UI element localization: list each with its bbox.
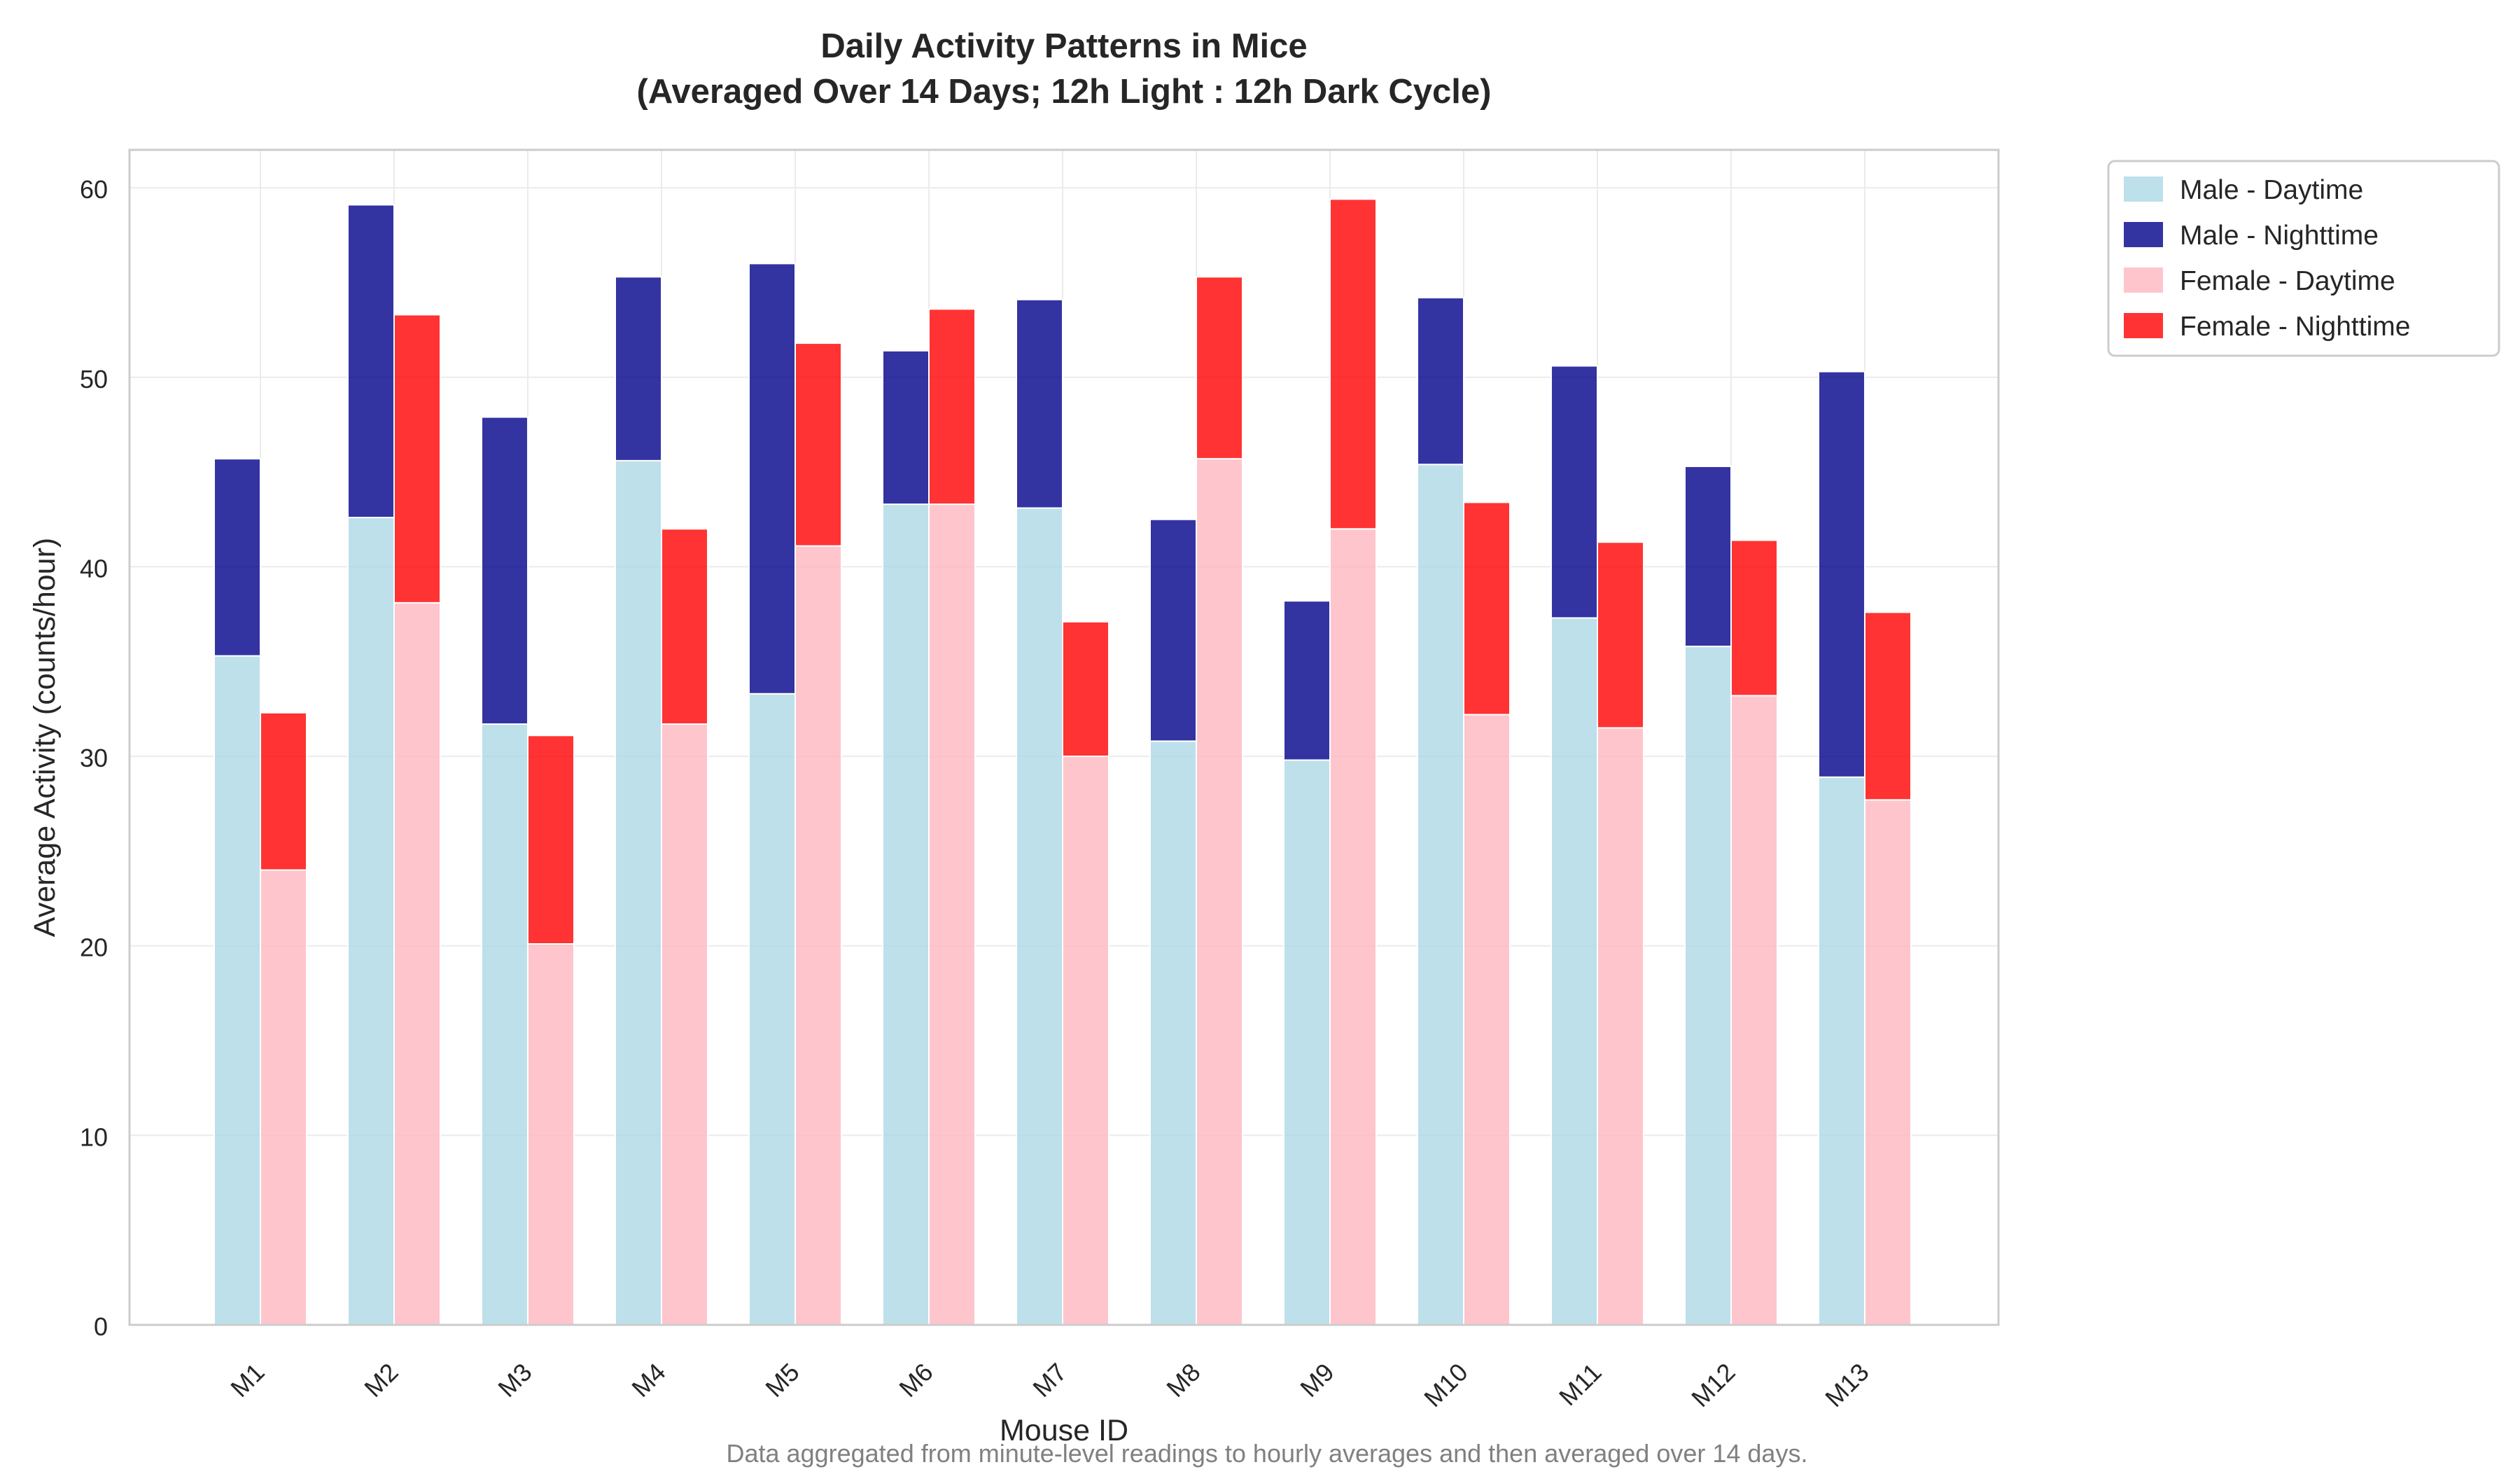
bar-male-nighttime-m9 bbox=[1283, 600, 1331, 761]
bar-male-nighttime-m12 bbox=[1684, 465, 1732, 648]
bar-male-daytime-m4 bbox=[615, 459, 662, 1326]
bar-female-daytime-m12 bbox=[1730, 695, 1778, 1326]
bar-female-nighttime-m6 bbox=[928, 308, 976, 506]
y-tick-label: 0 bbox=[94, 1312, 108, 1341]
y-tick-label: 20 bbox=[80, 933, 108, 962]
bar-male-nighttime-m11 bbox=[1550, 365, 1598, 619]
bar-female-nighttime-m4 bbox=[661, 528, 708, 725]
bar-female-nighttime-m5 bbox=[794, 342, 842, 547]
x-tick-label: M5 bbox=[760, 1358, 804, 1403]
x-tick-label: M11 bbox=[1553, 1358, 1607, 1412]
bar-male-daytime-m5 bbox=[748, 693, 796, 1326]
bar-female-daytime-m7 bbox=[1062, 756, 1110, 1326]
bar-female-nighttime-m11 bbox=[1597, 541, 1644, 729]
y-tick-label: 40 bbox=[80, 554, 108, 583]
y-axis: 0 10 20 30 40 50 60 bbox=[80, 175, 108, 1341]
x-tick-label: M13 bbox=[1819, 1358, 1875, 1413]
x-tick-label: M3 bbox=[492, 1358, 537, 1403]
bar-female-daytime-m11 bbox=[1597, 727, 1644, 1326]
y-tick-label: 10 bbox=[80, 1122, 108, 1151]
footnote: Data aggregated from minute-level readin… bbox=[727, 1439, 1808, 1468]
legend-swatch bbox=[2124, 313, 2163, 338]
legend: Male - Daytime Male - Nighttime Female - D… bbox=[2107, 160, 2500, 357]
bar-female-daytime-m10 bbox=[1463, 714, 1511, 1326]
bar-female-nighttime-m1 bbox=[260, 711, 307, 871]
bar-male-daytime-m1 bbox=[214, 655, 261, 1326]
legend-swatch bbox=[2124, 222, 2163, 247]
bar-male-nighttime-m10 bbox=[1417, 297, 1464, 466]
bar-female-nighttime-m7 bbox=[1062, 620, 1110, 758]
chart-title-line1: Daily Activity Patterns in Mice bbox=[820, 27, 1307, 65]
bar-male-daytime-m11 bbox=[1550, 617, 1598, 1326]
y-tick-label: 60 bbox=[80, 175, 108, 204]
x-tick-label: M7 bbox=[1027, 1358, 1072, 1403]
bar-female-nighttime-m8 bbox=[1196, 276, 1243, 460]
bar-female-daytime-m3 bbox=[527, 943, 575, 1326]
x-tick-label: M12 bbox=[1686, 1358, 1741, 1413]
bar-male-nighttime-m3 bbox=[481, 416, 528, 725]
x-tick-label: M10 bbox=[1418, 1358, 1474, 1413]
bar-male-daytime-m6 bbox=[882, 503, 930, 1326]
bar-female-nighttime-m10 bbox=[1463, 501, 1511, 716]
bar-female-daytime-m2 bbox=[393, 602, 441, 1326]
bar-female-daytime-m13 bbox=[1864, 799, 1912, 1326]
bar-male-nighttime-m6 bbox=[882, 349, 930, 506]
x-tick-label: M1 bbox=[225, 1358, 270, 1403]
x-axis: M1 M2 M3 M4 M5 M6 M7 M8 M9 M10 M11 M12 M13 bbox=[225, 1358, 1874, 1413]
bar-male-nighttime-m8 bbox=[1149, 518, 1197, 742]
plot-frame bbox=[128, 148, 2000, 1326]
bar-female-daytime-m8 bbox=[1196, 458, 1243, 1326]
legend-entry-label: Male - Daytime bbox=[2180, 175, 2363, 205]
bar-female-daytime-m4 bbox=[661, 723, 708, 1326]
bar-female-daytime-m6 bbox=[928, 503, 976, 1326]
legend-entry-label: Female - Daytime bbox=[2180, 266, 2395, 296]
bar-male-nighttime-m13 bbox=[1818, 370, 1865, 778]
y-axis-label: Average Activity (counts/hour) bbox=[28, 538, 62, 937]
bar-male-nighttime-m4 bbox=[615, 276, 662, 461]
bar-male-daytime-m10 bbox=[1417, 464, 1464, 1326]
bar-female-daytime-m9 bbox=[1329, 528, 1377, 1326]
bar-male-nighttime-m1 bbox=[214, 458, 261, 657]
bar-male-daytime-m2 bbox=[347, 517, 395, 1326]
bar-male-nighttime-m7 bbox=[1016, 298, 1063, 509]
bar-male-daytime-m13 bbox=[1818, 776, 1865, 1326]
legend-swatch bbox=[2124, 176, 2163, 202]
x-axis-label: Mouse ID bbox=[1000, 1414, 1128, 1447]
bar-male-daytime-m8 bbox=[1149, 740, 1197, 1326]
bar-male-daytime-m3 bbox=[481, 723, 528, 1326]
legend-entry-label: Female - Nighttime bbox=[2180, 312, 2410, 342]
x-tick-label: M6 bbox=[893, 1358, 938, 1403]
bar-female-daytime-m1 bbox=[260, 869, 307, 1326]
x-tick-label: M9 bbox=[1294, 1358, 1339, 1403]
bar-male-nighttime-m5 bbox=[748, 263, 796, 695]
y-tick-label: 50 bbox=[80, 365, 108, 394]
x-tick-label: M8 bbox=[1161, 1358, 1205, 1403]
chart-title-line2: (Averaged Over 14 Days; 12h Light : 12h … bbox=[637, 73, 1492, 111]
legend-entry-label: Male - Nighttime bbox=[2180, 221, 2379, 251]
bar-female-nighttime-m12 bbox=[1730, 539, 1778, 697]
bar-male-daytime-m12 bbox=[1684, 646, 1732, 1326]
bar-male-nighttime-m2 bbox=[347, 204, 395, 519]
x-tick-label: M4 bbox=[626, 1358, 671, 1403]
legend-swatch bbox=[2124, 267, 2163, 293]
bar-female-nighttime-m9 bbox=[1329, 198, 1377, 530]
bar-female-daytime-m5 bbox=[794, 545, 842, 1326]
x-tick-label: M2 bbox=[358, 1358, 403, 1403]
bar-female-nighttime-m13 bbox=[1864, 611, 1912, 801]
legend-frame bbox=[2107, 160, 2500, 357]
y-tick-label: 30 bbox=[80, 744, 108, 772]
bar-male-daytime-m7 bbox=[1016, 507, 1063, 1326]
bar-female-nighttime-m2 bbox=[393, 314, 441, 604]
bar-male-daytime-m9 bbox=[1283, 759, 1331, 1326]
bars-layer bbox=[214, 198, 1912, 1326]
bar-female-nighttime-m3 bbox=[527, 735, 575, 945]
